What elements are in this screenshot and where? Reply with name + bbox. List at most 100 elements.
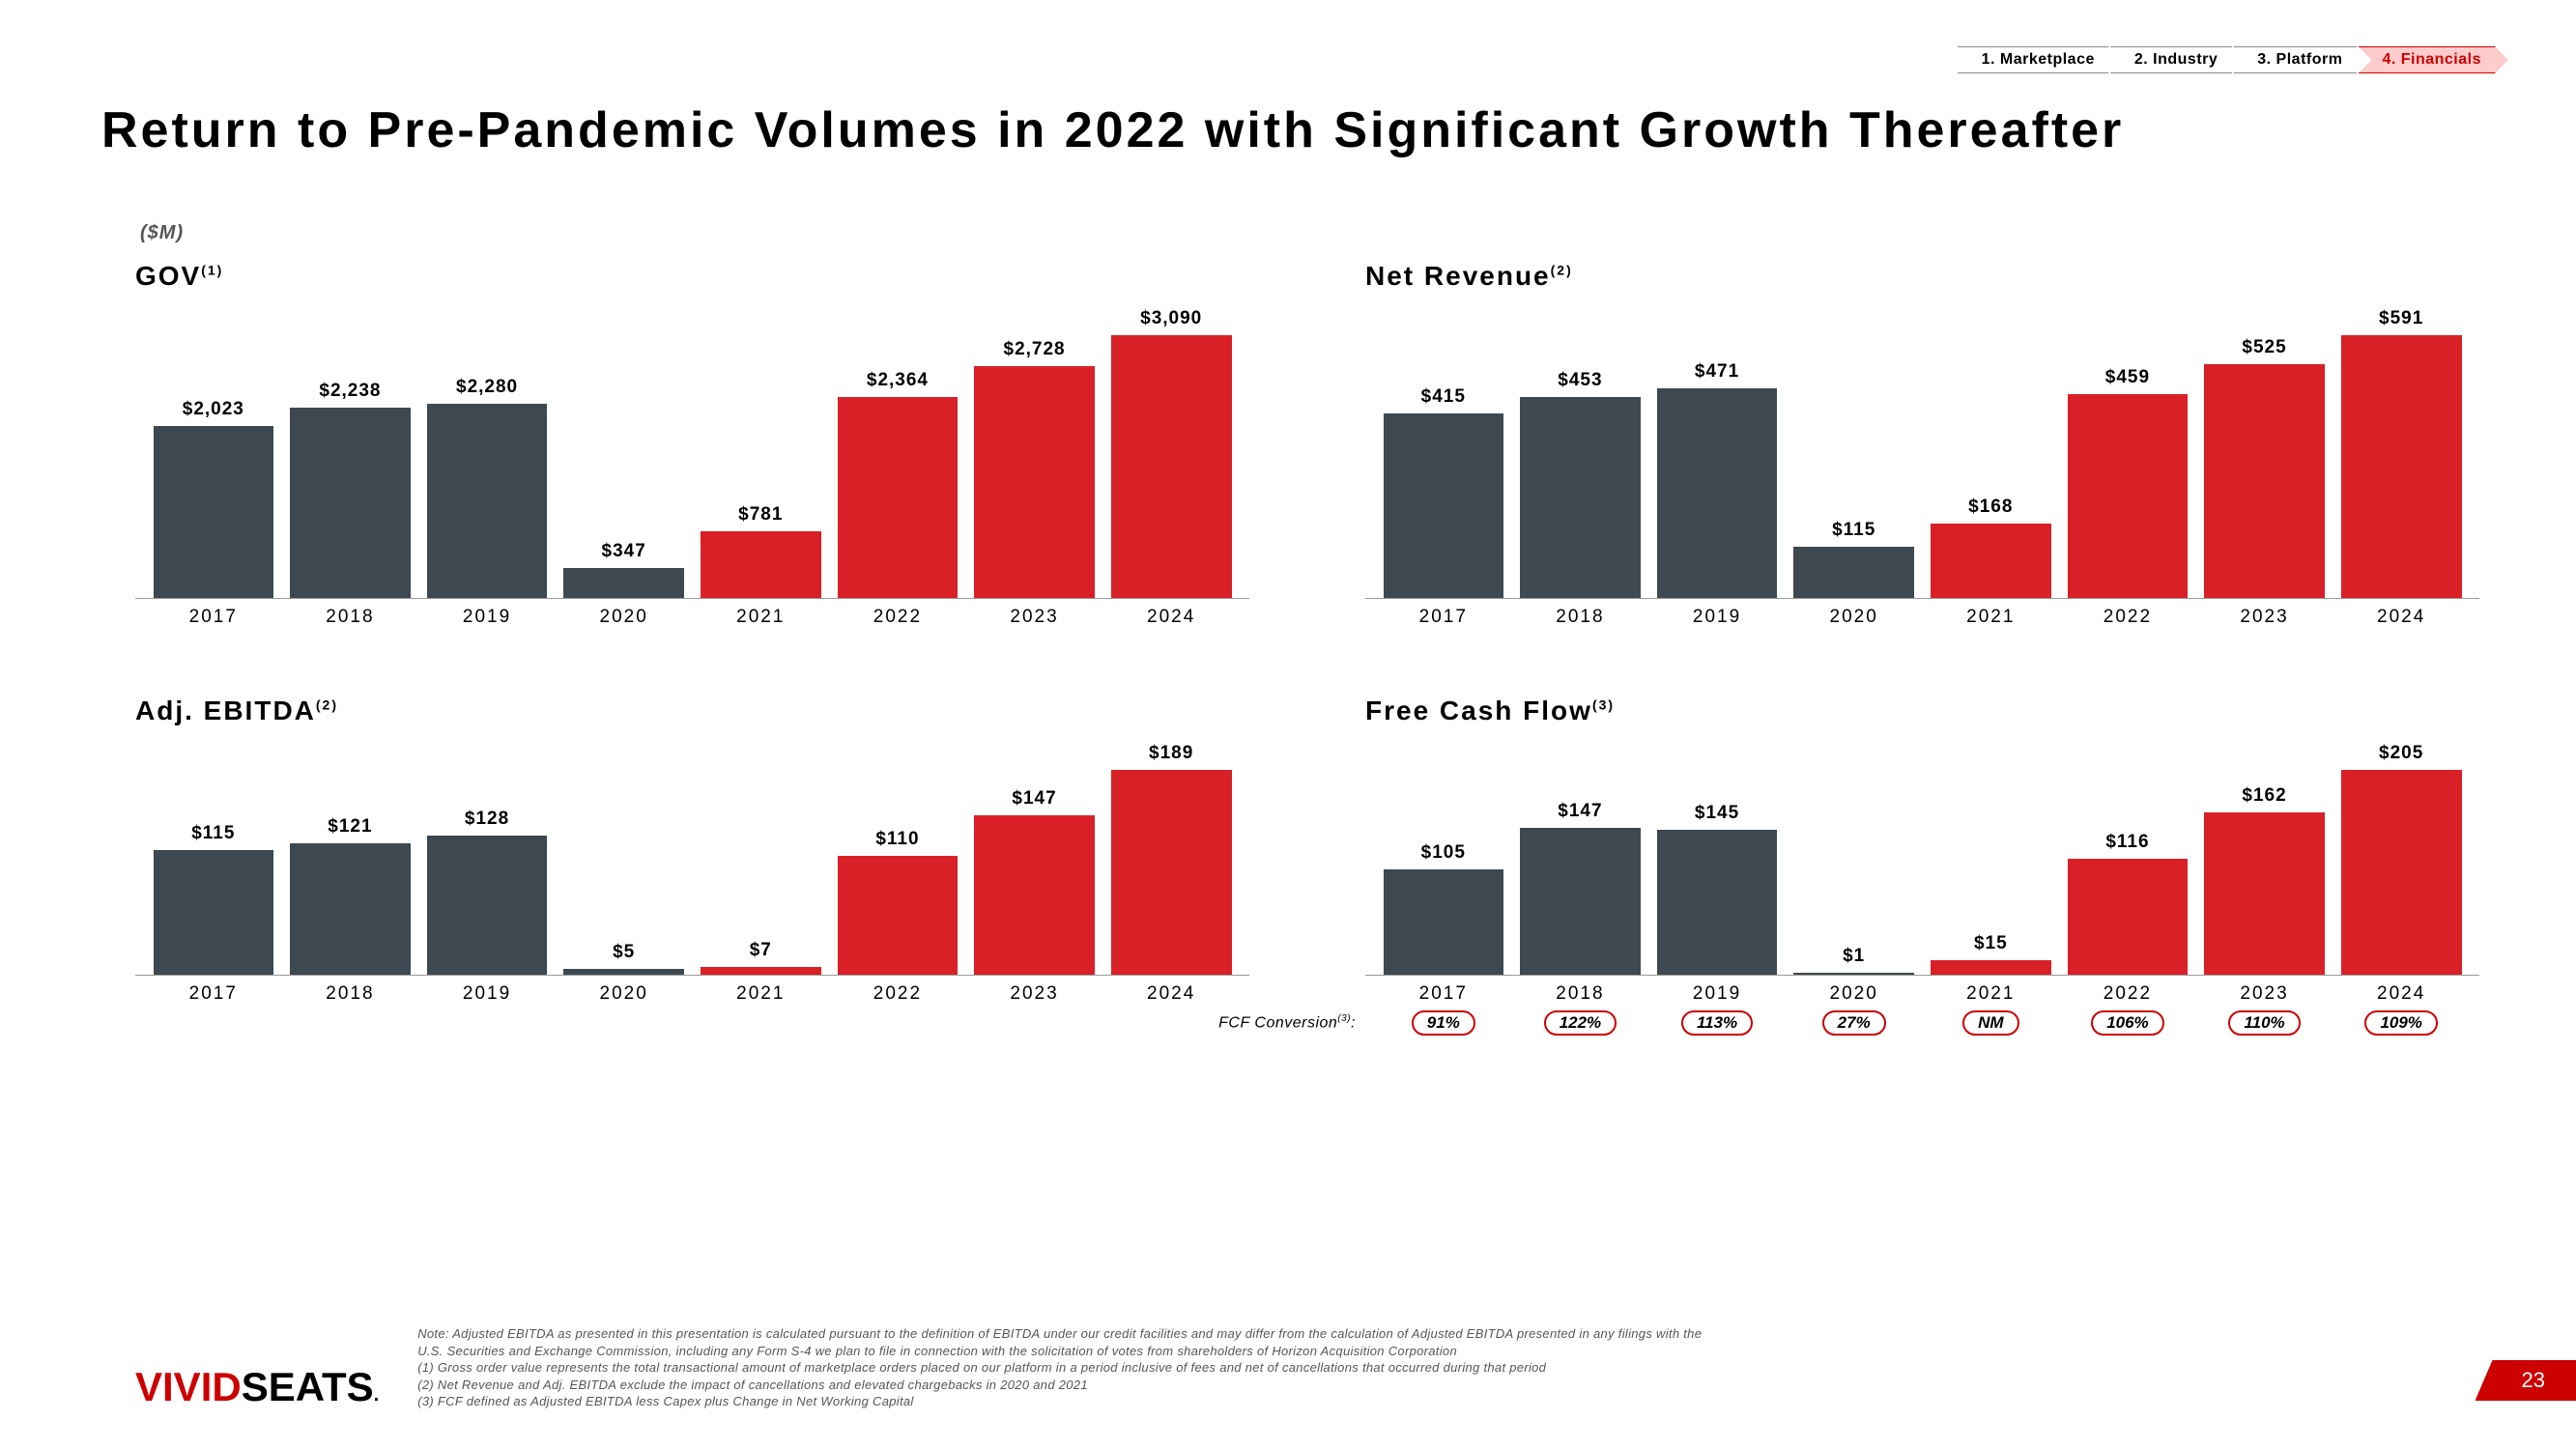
category-label: 2020 bbox=[1793, 607, 1914, 628]
category-row: 20172018201920202021202220232024 bbox=[1365, 599, 2479, 628]
bar-value-label: $105 bbox=[1421, 842, 1466, 864]
bar-col: $115 bbox=[1793, 520, 1914, 598]
chart-title: Net Revenue(2) bbox=[1365, 261, 2479, 292]
bar-value-label: $205 bbox=[2379, 743, 2423, 764]
fcf-value-wrap: 113% bbox=[1657, 1010, 1778, 1036]
bar-col: $525 bbox=[2204, 337, 2325, 598]
bar-value-label: $347 bbox=[602, 541, 646, 562]
fcf-value-wrap: 91% bbox=[1384, 1010, 1504, 1036]
fcf-value-wrap: 110% bbox=[2204, 1010, 2325, 1036]
bar-value-label: $2,023 bbox=[183, 399, 244, 420]
chart-title: Free Cash Flow(3) bbox=[1365, 696, 2479, 726]
bar-col: $591 bbox=[2341, 308, 2462, 598]
footnote-line: (3) FCF defined as Adjusted EBITDA less … bbox=[417, 1393, 2479, 1410]
bar-value-label: $781 bbox=[738, 504, 783, 526]
category-label: 2023 bbox=[974, 983, 1095, 1005]
bar-value-label: $3,090 bbox=[1140, 308, 1202, 329]
footnote-line: (2) Net Revenue and Adj. EBITDA exclude … bbox=[417, 1377, 2479, 1394]
bar-col: $2,023 bbox=[154, 399, 274, 598]
bar bbox=[1520, 828, 1641, 975]
category-label: 2024 bbox=[1111, 607, 1232, 628]
fcf-value-wrap: NM bbox=[1931, 1010, 2051, 1036]
category-label: 2018 bbox=[1520, 983, 1641, 1005]
bar-col: $110 bbox=[838, 829, 959, 975]
bar-value-label: $110 bbox=[875, 829, 919, 850]
fcf-conversion-values: 91%122%113%27%NM106%110%109% bbox=[1365, 1010, 2479, 1036]
bar-value-label: $2,364 bbox=[867, 370, 929, 391]
bar-col: $121 bbox=[290, 816, 411, 975]
bar bbox=[974, 815, 1095, 975]
bars-area: $415 $453 $471$115 $168 $459 $525 $591 bbox=[1365, 309, 2479, 599]
bar-value-label: $15 bbox=[1974, 933, 2008, 954]
bar bbox=[1384, 869, 1504, 975]
bar-value-label: $5 bbox=[613, 942, 635, 963]
category-label: 2022 bbox=[838, 983, 959, 1005]
bar-col: $205 bbox=[2341, 743, 2462, 975]
page-number: 23 bbox=[2476, 1360, 2576, 1401]
fcf-value-wrap: 27% bbox=[1793, 1010, 1914, 1036]
bar bbox=[974, 366, 1095, 598]
category-label: 2017 bbox=[154, 607, 274, 628]
category-label: 2017 bbox=[154, 983, 274, 1005]
fcf-value-badge: 91% bbox=[1412, 1010, 1475, 1036]
footer: VIVIDSEATS. Note: Adjusted EBITDA as pre… bbox=[135, 1325, 2479, 1410]
bar-col: $453 bbox=[1520, 370, 1641, 598]
fcf-value-badge: 109% bbox=[2364, 1010, 2437, 1036]
bar-value-label: $453 bbox=[1558, 370, 1602, 391]
bar bbox=[1931, 960, 2051, 976]
bar-col: $2,238 bbox=[290, 381, 411, 598]
category-label: 2021 bbox=[701, 983, 821, 1005]
breadcrumb-item[interactable]: 3. Platform bbox=[2233, 46, 2369, 73]
bar-value-label: $525 bbox=[2242, 337, 2286, 358]
bar bbox=[1793, 547, 1914, 598]
logo-right: SEATS bbox=[242, 1364, 374, 1410]
chart-title: GOV(1) bbox=[135, 261, 1249, 292]
bar-col: $189 bbox=[1111, 743, 1232, 975]
bar bbox=[427, 404, 548, 598]
bar bbox=[563, 969, 684, 975]
footnote-line: (1) Gross order value represents the tot… bbox=[417, 1359, 2479, 1377]
bar bbox=[1111, 335, 1232, 598]
fcf-conversion-label: FCF Conversion(3): bbox=[1211, 1013, 1356, 1032]
bar bbox=[563, 568, 684, 598]
bar bbox=[2068, 394, 2189, 598]
bar bbox=[2068, 859, 2189, 975]
category-label: 2022 bbox=[838, 607, 959, 628]
category-row: 20172018201920202021202220232024 bbox=[1365, 976, 2479, 1005]
bar-value-label: $147 bbox=[1558, 801, 1602, 822]
bars-area: $115$121$128$5$7$110$147$189 bbox=[135, 744, 1249, 976]
bar-col: $145 bbox=[1657, 803, 1778, 975]
bar-col: $471 bbox=[1657, 361, 1778, 598]
bar-col: $415 bbox=[1384, 386, 1504, 598]
bar-value-label: $2,238 bbox=[319, 381, 381, 402]
bar-col: $147 bbox=[1520, 801, 1641, 975]
bar-col: $128 bbox=[427, 809, 548, 975]
bar bbox=[701, 531, 821, 598]
bar-value-label: $168 bbox=[1968, 497, 2013, 518]
bar-col: $105 bbox=[1384, 842, 1504, 975]
bar-col: $3,090 bbox=[1111, 308, 1232, 598]
logo: VIVIDSEATS. bbox=[135, 1364, 379, 1410]
fcf-value-wrap: 109% bbox=[2341, 1010, 2462, 1036]
bar-value-label: $116 bbox=[2105, 832, 2149, 853]
category-label: 2023 bbox=[2204, 983, 2325, 1005]
bar bbox=[2204, 364, 2325, 598]
bar-value-label: $459 bbox=[2105, 367, 2150, 388]
category-row: 20172018201920202021202220232024 bbox=[135, 599, 1249, 628]
chart-adj-ebitda: Adj. EBITDA(2)$115$121$128$5$7$110$147$1… bbox=[135, 696, 1249, 1063]
category-label: 2023 bbox=[2204, 607, 2325, 628]
breadcrumb-nav: 1. Marketplace2. Industry3. Platform4. F… bbox=[1958, 46, 2508, 73]
chart-gov: GOV(1)$2,023$2,238$2,280$347$781$2,364$2… bbox=[135, 261, 1249, 628]
bar-col: $347 bbox=[563, 541, 684, 598]
fcf-value-badge: 113% bbox=[1681, 1010, 1753, 1036]
category-label: 2024 bbox=[2341, 607, 2462, 628]
breadcrumb-item[interactable]: 2. Industry bbox=[2110, 46, 2245, 73]
logo-dot: . bbox=[374, 1384, 380, 1406]
breadcrumb-item[interactable]: 1. Marketplace bbox=[1958, 46, 2122, 73]
category-row: 20172018201920202021202220232024 bbox=[135, 976, 1249, 1005]
footnotes: Note: Adjusted EBITDA as presented in th… bbox=[417, 1325, 2479, 1410]
breadcrumb-item[interactable]: 4. Financials bbox=[2358, 46, 2508, 73]
bar-value-label: $189 bbox=[1149, 743, 1193, 764]
chart-fcf: Free Cash Flow(3)$105$147$145$1$15$116$1… bbox=[1365, 696, 2479, 1063]
bar-value-label: $2,280 bbox=[456, 377, 518, 398]
